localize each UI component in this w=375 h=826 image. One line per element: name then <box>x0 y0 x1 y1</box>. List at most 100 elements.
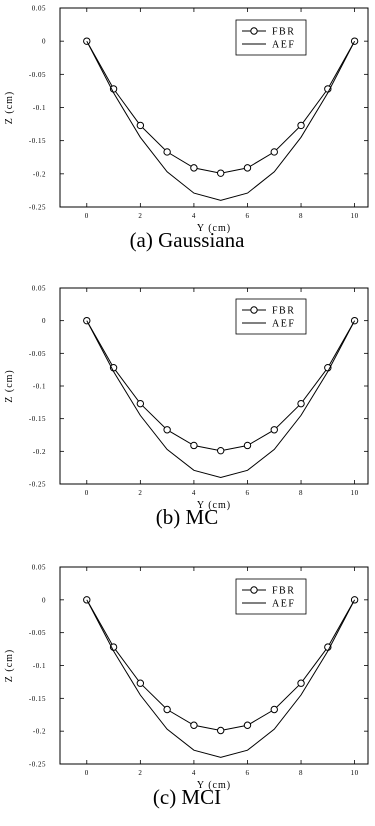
data-point-fbr <box>350 37 359 45</box>
x-tick-label: 2 <box>138 769 142 777</box>
legend-marker-fbr <box>250 27 258 35</box>
data-point-fbr <box>136 679 145 687</box>
y-tick-label: 0 <box>42 317 46 325</box>
legend-label-aef: AEF <box>272 40 295 51</box>
x-tick-label: 8 <box>299 489 303 497</box>
y-tick-label: -0.1 <box>33 104 46 112</box>
y-axis-label: Z (cm) <box>4 91 15 125</box>
data-point-fbr <box>83 316 91 325</box>
y-tick-label: -0.15 <box>29 415 46 423</box>
y-tick-label: 0.05 <box>32 5 46 13</box>
data-point-fbr <box>190 441 198 450</box>
data-point-fbr <box>136 399 145 408</box>
chart-panel-2: 0 2 4 6 8 10 0.05 0 -0.05 -0.1 -0.15 -0.2 -0.25 Y (cm… <box>4 285 369 529</box>
data-point-fbr <box>190 164 198 172</box>
y-tick-label: -0.25 <box>29 204 46 212</box>
data-point-fbr <box>243 721 252 729</box>
y-tick-label: 0.05 <box>32 564 46 572</box>
y-tick-label: -0.25 <box>29 481 46 489</box>
data-point-fbr <box>243 164 252 172</box>
chart-panel-3: 0 2 4 6 8 10 0.05 0 -0.05 -0.1 -0.15 -0.2 -0.25 Y (cm… <box>4 564 369 809</box>
y-tick-label: -0.15 <box>29 695 46 703</box>
data-point-fbr <box>297 399 305 408</box>
data-point-fbr <box>190 721 198 729</box>
x-tick-label: 0 <box>85 212 89 220</box>
plot-frame <box>59 287 369 485</box>
plot-frame <box>59 7 369 208</box>
x-tick-label: 6 <box>245 769 249 777</box>
data-point-fbr <box>270 705 278 714</box>
data-point-fbr <box>243 441 252 450</box>
x-tick-label: 4 <box>192 489 196 497</box>
data-point-fbr <box>216 169 225 177</box>
series-line-fbr <box>86 320 356 452</box>
y-tick-label: -0.2 <box>33 728 46 736</box>
chart-panel-1: 0 2 4 6 8 10 0.05 0 -0.05 -0.1 -0.15 -0.2 -0.25 Y (cm… <box>4 5 369 252</box>
y-tick-label: 0 <box>42 38 46 46</box>
data-point-fbr <box>163 705 171 714</box>
data-point-fbr <box>297 121 305 130</box>
legend: FBR AEF <box>235 578 307 615</box>
y-tick-label: -0.1 <box>33 383 46 391</box>
y-tick-label: -0.15 <box>29 137 46 145</box>
x-axis-label: Y (cm) <box>197 223 231 234</box>
data-point-fbr <box>163 148 171 156</box>
legend: FBR AEF <box>235 298 307 335</box>
data-point-fbr <box>350 316 359 325</box>
panel-caption: (b) MC <box>156 505 218 529</box>
data-point-fbr <box>216 726 225 735</box>
panel-caption: (c) MCI <box>153 785 221 809</box>
data-point-fbr <box>270 426 278 434</box>
data-point-fbr <box>83 37 91 45</box>
x-tick-label: 8 <box>299 212 303 220</box>
x-tick-label: 8 <box>299 769 303 777</box>
panel-caption: (a) Gaussiana <box>130 228 246 252</box>
series-line-aef <box>86 320 356 479</box>
y-tick-label: 0 <box>42 596 46 604</box>
x-tick-label: 4 <box>192 769 196 777</box>
y-tick-label: -0.2 <box>33 448 46 456</box>
x-axis-label: Y (cm) <box>197 780 231 791</box>
series-line-fbr <box>86 599 356 732</box>
x-tick-label: 10 <box>351 212 359 220</box>
data-point-fbr <box>216 446 225 455</box>
data-point-fbr <box>297 679 305 687</box>
x-tick-label: 0 <box>85 489 89 497</box>
series-line-aef <box>86 40 356 201</box>
legend-label-fbr: FBR <box>272 586 295 597</box>
legend-marker-fbr <box>250 306 258 314</box>
legend-label-fbr: FBR <box>272 306 295 317</box>
y-axis-label: Z (cm) <box>4 369 15 403</box>
x-tick-label: 6 <box>245 489 249 497</box>
legend-label-aef: AEF <box>272 319 295 330</box>
x-tick-label: 2 <box>138 212 142 220</box>
legend-label-aef: AEF <box>272 599 295 610</box>
x-tick-label: 6 <box>245 212 249 220</box>
legend-box <box>235 298 307 335</box>
x-axis-label: Y (cm) <box>197 500 231 511</box>
legend-box <box>235 19 307 56</box>
x-tick-label: 0 <box>85 769 89 777</box>
y-tick-label: -0.05 <box>29 350 46 358</box>
y-tick-label: -0.1 <box>33 662 46 670</box>
series-line-fbr <box>86 40 356 174</box>
x-tick-label: 2 <box>138 489 142 497</box>
data-point-fbr <box>270 148 278 156</box>
x-tick-label: 4 <box>192 212 196 220</box>
y-tick-label: -0.25 <box>29 761 46 769</box>
series-line-aef <box>86 599 356 758</box>
legend-label-fbr: FBR <box>272 27 295 38</box>
y-tick-label: 0.05 <box>32 285 46 293</box>
data-point-fbr <box>163 426 171 434</box>
x-tick-label: 10 <box>351 769 359 777</box>
y-axis-label: Z (cm) <box>4 649 15 683</box>
y-tick-label: -0.05 <box>29 629 46 637</box>
legend-box <box>235 578 307 615</box>
y-tick-label: -0.2 <box>33 170 46 178</box>
x-tick-label: 10 <box>351 489 359 497</box>
plot-frame <box>59 566 369 765</box>
data-point-fbr <box>136 121 145 130</box>
legend-marker-fbr <box>250 586 258 594</box>
y-tick-label: -0.05 <box>29 71 46 79</box>
